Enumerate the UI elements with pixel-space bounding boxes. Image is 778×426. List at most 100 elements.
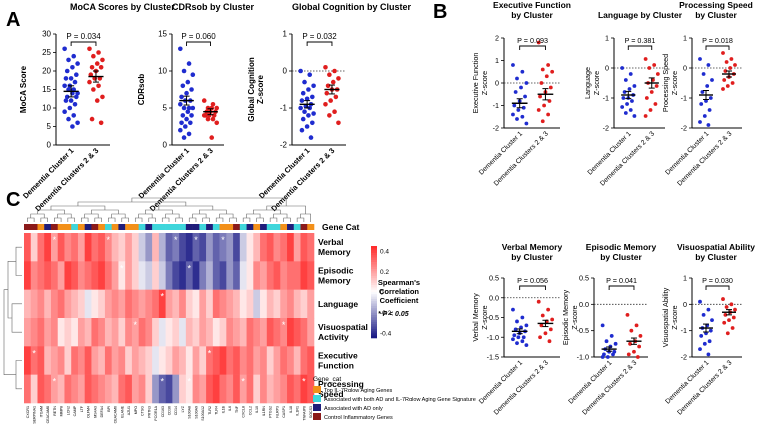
heatmap-cell	[44, 261, 52, 290]
heatmap-cell	[125, 346, 133, 375]
y-tick-label: 10	[158, 67, 167, 76]
row-label: Activity	[318, 332, 349, 342]
column-label: IL1RN	[262, 406, 266, 417]
data-point	[707, 339, 712, 344]
colorbar-segment	[371, 298, 377, 302]
significance-star: *	[107, 235, 111, 245]
data-point	[548, 327, 553, 332]
heatmap-cell	[158, 318, 166, 347]
colorbar-segment	[371, 259, 377, 263]
colorbar-segment	[371, 335, 377, 339]
gene-category-cell	[64, 224, 72, 230]
heatmap-cell	[280, 346, 288, 375]
gene-category-cell	[185, 224, 193, 230]
p-value-label: P = 0.060	[181, 32, 216, 41]
data-point	[304, 96, 310, 102]
dendrogram-branch	[283, 217, 291, 222]
heatmap-cell	[30, 346, 38, 375]
y-tick-label: 0.0	[579, 300, 589, 309]
heatmap-cell	[24, 374, 32, 404]
heatmap-cell	[71, 261, 79, 290]
heatmap-cell	[307, 318, 315, 347]
data-point	[638, 334, 643, 338]
data-point	[180, 83, 186, 89]
chart-title-proc: by Cluster	[695, 10, 737, 20]
gene-category-cell	[219, 224, 227, 230]
gene-category-cell	[44, 224, 52, 230]
data-point	[536, 108, 541, 112]
significance-star: *	[241, 377, 245, 387]
data-point	[524, 343, 529, 348]
data-point	[699, 334, 704, 338]
colorbar-segment	[371, 296, 377, 300]
data-point	[729, 57, 734, 61]
heatmap-cell	[293, 233, 301, 262]
data-point	[628, 72, 633, 76]
significance-note: * P < 0.05	[378, 311, 409, 318]
heatmap-cell	[253, 289, 261, 319]
data-point	[189, 87, 194, 92]
column-label: ELANE	[120, 405, 124, 417]
heatmap-cell	[260, 261, 268, 290]
data-point	[186, 61, 192, 66]
colorbar-tick-label: 0.4	[380, 249, 389, 256]
data-point	[98, 65, 104, 70]
x-tick-label: Dementia Cluster 1	[587, 130, 633, 176]
gene-category-cell	[280, 224, 288, 230]
column-label: RETN	[53, 406, 57, 416]
heatmap-cell	[212, 261, 220, 290]
heatmap-cell	[158, 233, 166, 262]
panel-label-a: A	[6, 9, 20, 31]
data-point	[722, 320, 727, 325]
heatmap-cell	[307, 289, 315, 319]
p-value-label: P = 0.032	[302, 32, 337, 41]
data-point	[649, 90, 654, 94]
heatmap-cell	[266, 233, 274, 262]
heatmap-cell	[199, 233, 207, 262]
data-point	[71, 87, 77, 92]
column-label: TLR2	[208, 406, 212, 415]
data-point	[298, 68, 303, 74]
y-tick-label: -2	[681, 124, 687, 133]
colorbar-segment	[371, 294, 377, 297]
colorbar-segment	[371, 315, 377, 318]
y-tick-label: 5	[163, 104, 168, 113]
data-point	[299, 127, 305, 133]
data-point	[643, 57, 648, 61]
heatmap-cell	[280, 318, 288, 347]
row-label: Processing	[318, 379, 364, 389]
heatmap-cell	[179, 261, 187, 290]
heatmap-cell	[57, 233, 65, 262]
data-point	[87, 79, 92, 85]
gene-category-cell	[71, 224, 79, 230]
dendrogram-branch	[138, 213, 153, 218]
heatmap-cell	[307, 346, 315, 375]
data-point	[89, 116, 95, 122]
heatmap-cell	[152, 374, 160, 404]
data-point	[706, 352, 711, 357]
data-point	[515, 319, 519, 324]
heatmap-cell	[239, 374, 247, 404]
gene-category-cell	[179, 224, 187, 230]
heatmap-cell	[253, 374, 261, 404]
data-point	[546, 63, 551, 67]
heatmap-cell	[179, 374, 187, 404]
data-point	[186, 131, 192, 137]
data-point	[184, 90, 189, 96]
y-tick-label: 30	[42, 30, 51, 39]
data-point	[521, 335, 526, 340]
data-point	[723, 69, 728, 73]
gene-category-cell	[131, 224, 139, 230]
data-point	[100, 94, 105, 100]
row-label: Function	[318, 361, 354, 371]
chart-global: Global Cognition by Cluster -2 -1 0 1 Global …	[247, 2, 411, 213]
colorbar-segment	[371, 252, 377, 256]
gene-category-cell	[172, 224, 180, 230]
gene-category-cell	[212, 224, 220, 230]
colorbar-title: Coefficient	[380, 296, 419, 305]
y-tick-label: -0.5	[487, 313, 499, 322]
heatmap-cell	[37, 233, 45, 262]
column-label: FCGR1A	[154, 405, 158, 420]
y-axis-label: CDRsob	[137, 74, 146, 106]
data-point	[600, 323, 605, 328]
